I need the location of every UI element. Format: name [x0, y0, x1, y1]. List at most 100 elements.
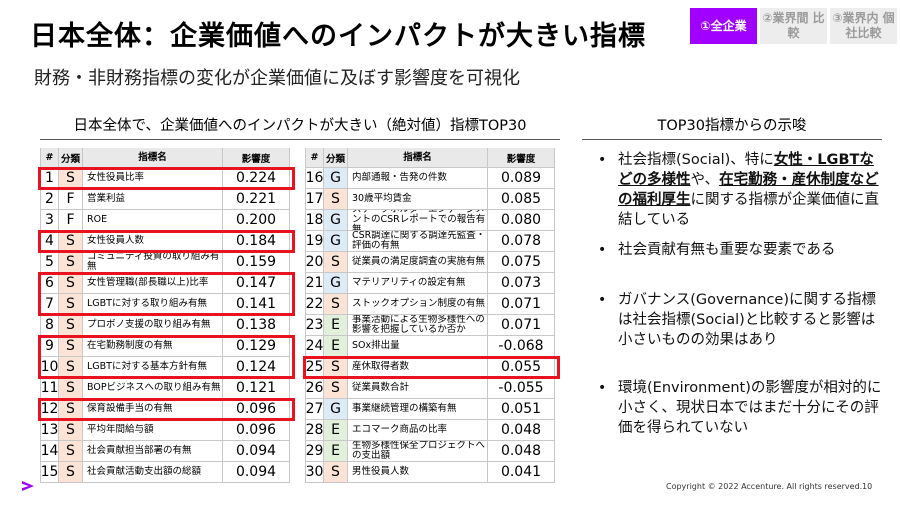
- category-cell: E: [324, 336, 348, 357]
- indicator-name-cell: 事業活動による生物多様性への影響を把握しているか否か: [348, 315, 488, 336]
- insight-emphasis: 在宅勤務・産休制度などの福利厚生: [618, 172, 879, 208]
- indicator-name-cell: BOPビジネスへの取り組み有無: [83, 378, 223, 399]
- indicator-name-cell: 営業利益: [83, 189, 223, 210]
- rank-cell: 9: [40, 336, 59, 357]
- indicator-name-cell: 30歳平均賃金: [348, 189, 488, 210]
- accenture-logo-icon: [22, 481, 34, 491]
- category-cell: F: [59, 210, 83, 231]
- indicator-name-cell: 男性役員人数: [348, 462, 488, 483]
- category-cell: S: [324, 252, 348, 273]
- tab-company-comparison[interactable]: ③業界内 個社比較: [830, 8, 897, 44]
- page-title: 日本全体：企業価値へのインパクトが大きい指標: [30, 21, 646, 52]
- impact-value-cell: 0.124: [223, 357, 290, 378]
- rank-cell: 13: [40, 420, 59, 441]
- indicator-name-cell: 女性管理職(部長職以上)比率: [83, 273, 223, 294]
- page-number: 10: [862, 482, 873, 491]
- impact-value-cell: 0.075: [488, 252, 555, 273]
- table-header-row: # 分類 指標名 影響度: [40, 148, 290, 168]
- indicator-name-cell: 産休取得者数: [348, 357, 488, 378]
- indicator-name-cell: LGBTに対する基本方針有無: [83, 357, 223, 378]
- table-row: 15 S 社会貢献活動支出額の総額 0.094: [40, 462, 290, 483]
- page-subtitle: 財務・非財務指標の変化が企業価値に及ぼす影響度を可視化: [34, 68, 520, 89]
- category-cell: S: [59, 252, 83, 273]
- category-cell: S: [59, 399, 83, 420]
- indicator-name-cell: SOx排出量: [348, 336, 488, 357]
- impact-value-cell: 0.055: [488, 357, 555, 378]
- rank-cell: 10: [40, 357, 59, 378]
- rank-cell: 29: [305, 441, 324, 462]
- impact-value-cell: 0.224: [223, 168, 290, 189]
- table-row: 27 G 事業継続管理の構築有無 0.051: [305, 399, 555, 420]
- category-cell: E: [324, 315, 348, 336]
- impact-value-cell: 0.096: [223, 420, 290, 441]
- rank-cell: 18: [305, 210, 324, 231]
- impact-value-cell: 0.078: [488, 231, 555, 252]
- rank-cell: 14: [40, 441, 59, 462]
- rank-cell: 19: [305, 231, 324, 252]
- table-row: 13 S 平均年間給与額 0.096: [40, 420, 290, 441]
- indicator-name-cell: 平均年間給与額: [83, 420, 223, 441]
- header-name: 指標名: [348, 148, 488, 168]
- tab-all-companies[interactable]: ①全企業: [690, 8, 757, 44]
- insight-item: 環境(Environment)の影響度が相対的に小さく、現状日本ではまだ十分にそ…: [596, 378, 886, 438]
- category-cell: E: [324, 420, 348, 441]
- insights-title: TOP30指標からの示唆: [582, 114, 882, 140]
- table-row: 22 S ストックオプション制度の有無 0.071: [305, 294, 555, 315]
- table-row: 5 S コミュニティ投資の取り組み有無 0.159: [40, 252, 290, 273]
- category-cell: G: [324, 273, 348, 294]
- table-row: 12 S 保育設備手当の有無 0.096: [40, 399, 290, 420]
- indicator-name-cell: 従業員の満足度調査の実施有無: [348, 252, 488, 273]
- rank-cell: 2: [40, 189, 59, 210]
- table-row: 26 S 従業員数合計 -0.055: [305, 378, 555, 399]
- impact-value-cell: 0.071: [488, 315, 555, 336]
- indicator-name-cell: マテリアリティの設定有無: [348, 273, 488, 294]
- indicator-name-cell: エコマーク商品の比率: [348, 420, 488, 441]
- table-row: 3 F ROE 0.200: [40, 210, 290, 231]
- impact-value-cell: 0.141: [223, 294, 290, 315]
- category-cell: S: [59, 315, 83, 336]
- table-row: 11 S BOPビジネスへの取り組み有無 0.121: [40, 378, 290, 399]
- rank-cell: 12: [40, 399, 59, 420]
- ranking-table: # 分類 指標名 影響度 1 S 女性役員比率 0.224 2 F 営業利益 0.221 3 F ROE 0.…: [38, 148, 562, 484]
- indicator-name-cell: 保育設備手当の有無: [83, 399, 223, 420]
- table-row: 14 S 社会貢献担当部署の有無 0.094: [40, 441, 290, 462]
- rank-cell: 11: [40, 378, 59, 399]
- impact-value-cell: 0.159: [223, 252, 290, 273]
- category-cell: S: [59, 273, 83, 294]
- indicator-name-cell: 内部通報・告発の件数: [348, 168, 488, 189]
- table-row: 8 S プロボノ支援の取り組み有無 0.138: [40, 315, 290, 336]
- table-row: 18GステークホルダーエンゲージメントのCSRレポートでの報告有無0.080: [305, 210, 555, 231]
- table-row: 1 S 女性役員比率 0.224: [40, 168, 290, 189]
- indicator-name-cell: CSR調達に関する調達先監査・評価の有無: [348, 231, 488, 252]
- insight-item: 社会貢献有無も重要な要素である: [596, 240, 886, 260]
- tab-industry-comparison[interactable]: ②業界間 比較: [760, 8, 827, 44]
- impact-value-cell: -0.055: [488, 378, 555, 399]
- rank-cell: 23: [305, 315, 324, 336]
- impact-value-cell: 0.200: [223, 210, 290, 231]
- table-row: 17 S 30歳平均賃金 0.085: [305, 189, 555, 210]
- category-cell: G: [324, 210, 348, 231]
- category-cell: S: [324, 378, 348, 399]
- rank-cell: 28: [305, 420, 324, 441]
- rank-cell: 24: [305, 336, 324, 357]
- header-category: 分類: [324, 148, 348, 168]
- rank-cell: 5: [40, 252, 59, 273]
- category-cell: S: [59, 420, 83, 441]
- category-cell: G: [324, 399, 348, 420]
- impact-value-cell: 0.184: [223, 231, 290, 252]
- category-cell: S: [59, 441, 83, 462]
- rank-cell: 21: [305, 273, 324, 294]
- header-rank: #: [305, 148, 324, 168]
- category-cell: S: [324, 294, 348, 315]
- impact-value-cell: 0.051: [488, 399, 555, 420]
- insight-text: に関する指標が企業価値に直結している: [618, 192, 879, 228]
- indicator-name-cell: LGBTに対する取り組み有無: [83, 294, 223, 315]
- table-row: 23 E 事業活動による生物多様性への影響を把握しているか否か 0.071: [305, 315, 555, 336]
- indicator-name-cell: コミュニティ投資の取り組み有無: [83, 252, 223, 273]
- category-cell: S: [59, 462, 83, 483]
- ranking-column-right: # 分類 指標名 影響度 16 G 内部通報・告発の件数 0.089 17 S 30歳平均賃金 0.0…: [305, 148, 555, 483]
- impact-value-cell: 0.041: [488, 462, 555, 483]
- table-header-row: # 分類 指標名 影響度: [305, 148, 555, 168]
- rank-cell: 8: [40, 315, 59, 336]
- table-row: 21 G マテリアリティの設定有無 0.073: [305, 273, 555, 294]
